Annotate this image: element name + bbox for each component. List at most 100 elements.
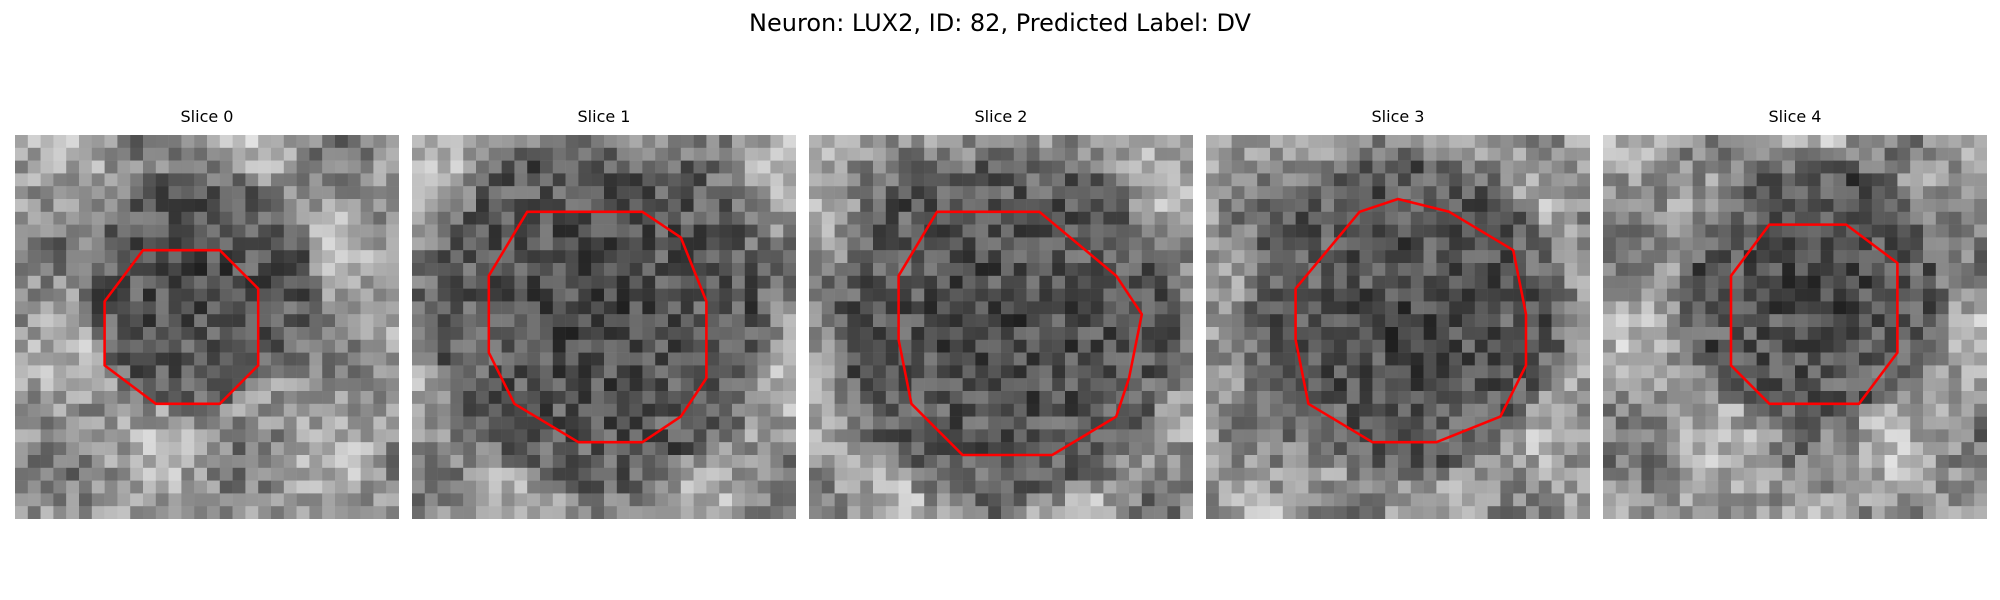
pixel [309, 237, 323, 251]
pixel [1321, 147, 1335, 161]
pixel [1910, 506, 1924, 519]
pixel [1820, 211, 1834, 225]
pixel [488, 275, 502, 289]
pixel [155, 442, 169, 456]
pixel [1244, 442, 1258, 456]
pixel [1449, 186, 1463, 200]
pixel [770, 493, 784, 507]
pixel [949, 391, 963, 405]
pixel [988, 250, 1002, 264]
pixel [1359, 391, 1373, 405]
pixel [1410, 301, 1424, 315]
pixel [476, 314, 490, 328]
pixel [66, 263, 80, 277]
pixel [1846, 160, 1860, 174]
pixel [873, 365, 887, 379]
pixel [860, 391, 874, 405]
pixel [1692, 429, 1706, 443]
pixel [1462, 314, 1476, 328]
pixel [1052, 224, 1066, 238]
pixel [463, 455, 477, 469]
pixel [1385, 339, 1399, 353]
pixel [821, 327, 835, 341]
pixel [1001, 211, 1015, 225]
pixel [591, 455, 605, 469]
pixel [386, 467, 399, 481]
pixel [1718, 314, 1732, 328]
pixel [53, 467, 67, 481]
pixel [1820, 391, 1834, 405]
pixel [1001, 173, 1015, 187]
pixel [1923, 365, 1937, 379]
pixel [1923, 135, 1937, 149]
pixel [437, 275, 451, 289]
pixel [1756, 288, 1770, 302]
pixel [719, 467, 733, 481]
pixel [873, 391, 887, 405]
pixel [283, 314, 297, 328]
pixel [412, 480, 426, 494]
pixel [1731, 480, 1745, 494]
pixel [1731, 339, 1745, 353]
pixel [1231, 275, 1245, 289]
pixel [194, 237, 208, 251]
pixel [1001, 327, 1015, 341]
pixel [1449, 506, 1463, 519]
pixel [91, 211, 105, 225]
pixel [335, 199, 349, 213]
pixel [1718, 135, 1732, 149]
pixel [219, 314, 233, 328]
pixel [66, 327, 80, 341]
pixel [1628, 147, 1642, 161]
pixel [565, 352, 579, 366]
pixel [309, 339, 323, 353]
pixel [1065, 275, 1079, 289]
pixel [40, 301, 54, 315]
pixel [1359, 275, 1373, 289]
pixel [1039, 403, 1053, 417]
pixel [194, 455, 208, 469]
pixel [1295, 314, 1309, 328]
pixel [809, 493, 823, 507]
pixel [437, 327, 451, 341]
pixel [1910, 416, 1924, 430]
pixel [91, 288, 105, 302]
pixel [1731, 211, 1745, 225]
pixel [834, 160, 848, 174]
pixel [1423, 327, 1437, 341]
pixel [1039, 365, 1053, 379]
pixel [1705, 135, 1719, 149]
pixel [104, 237, 118, 251]
pixel [668, 199, 682, 213]
pixel [757, 211, 771, 225]
pixel [706, 199, 720, 213]
pixel [1500, 467, 1514, 481]
pixel [1526, 314, 1540, 328]
pixel [143, 173, 157, 187]
pixel [1103, 455, 1117, 469]
pixel [1782, 173, 1796, 187]
pixel [668, 250, 682, 264]
pixel [604, 314, 618, 328]
pixel [15, 211, 29, 225]
pixel [1795, 339, 1809, 353]
pixel [1359, 467, 1373, 481]
pixel [181, 365, 195, 379]
pixel [1410, 403, 1424, 417]
pixel [668, 211, 682, 225]
pixel [1385, 314, 1399, 328]
pixel [1564, 237, 1578, 251]
pixel [642, 147, 656, 161]
pixel [1859, 339, 1873, 353]
pixel [245, 135, 259, 149]
pixel [1615, 263, 1629, 277]
pixel [821, 147, 835, 161]
pixel [450, 429, 464, 443]
pixel [168, 147, 182, 161]
pixel [809, 199, 823, 213]
pixel [1974, 429, 1987, 443]
pixel [488, 327, 502, 341]
pixel [1526, 442, 1540, 456]
pixel [130, 416, 144, 430]
pixel [1103, 250, 1117, 264]
